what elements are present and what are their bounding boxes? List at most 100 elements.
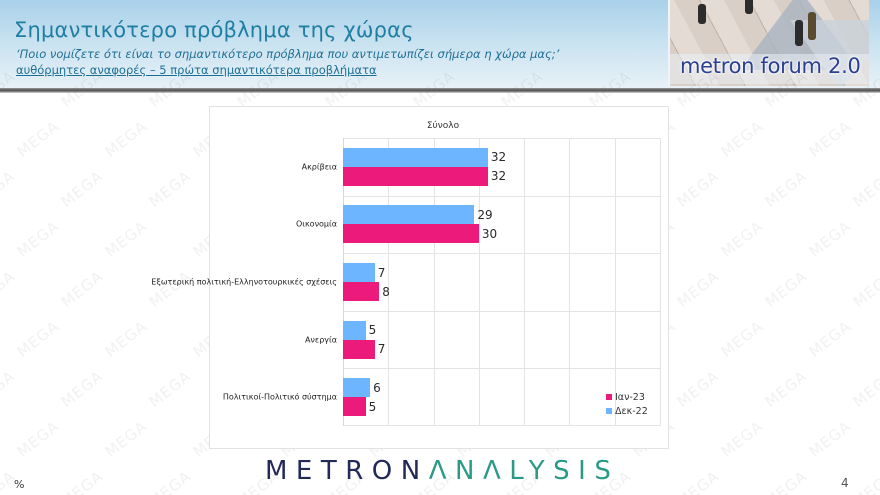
data-label: 7 <box>377 265 386 280</box>
legend-label: Ιαν-23 <box>615 391 645 403</box>
gridline-vertical <box>614 138 616 426</box>
gridline-horizontal <box>343 138 660 139</box>
watermark-text: MEGA <box>57 267 107 311</box>
category-label: Πολιτικοί-Πολιτικό σύστημα <box>222 392 337 402</box>
watermark-text: MEGA <box>717 117 767 161</box>
metron-analysis-logo: METRONΛNΛLYSIS <box>265 456 619 486</box>
watermark-text: MEGA <box>805 217 855 261</box>
bar-jan23 <box>343 282 380 301</box>
bar-dec22 <box>343 205 475 225</box>
watermark-text: MEGA <box>13 217 63 261</box>
question-note: αυθόρμητες αναφορές – 5 πρώτα σημαντικότ… <box>16 63 377 77</box>
watermark-text: MEGA <box>101 317 151 361</box>
logo-figure-icon <box>795 20 803 46</box>
gridline-horizontal <box>343 253 660 255</box>
logo-figure-icon <box>808 12 816 40</box>
legend-swatch-dec22 <box>606 408 612 414</box>
gridline-horizontal <box>343 310 660 312</box>
gridline-vertical <box>569 138 571 426</box>
watermark-text: MEGA <box>761 367 811 411</box>
category-label: Οικονομία <box>295 219 337 229</box>
question-text: ‘Ποιο νομίζετε ότι είναι το σημαντικότερ… <box>16 47 560 61</box>
watermark-text: MEGA <box>717 217 767 261</box>
logo-band <box>670 54 869 84</box>
watermark-text: MEGA <box>673 167 723 211</box>
bar-jan23 <box>343 224 479 244</box>
watermark-text: MEGA <box>145 267 195 311</box>
watermark-text: MEGA <box>673 467 723 495</box>
watermark-text: MEGA <box>761 167 811 211</box>
category-label: Εξωτερική πολιτική-Ελληνοτουρκικές σχέσε… <box>151 277 337 287</box>
watermark-text: MEGA <box>0 267 19 311</box>
watermark-text: MEGA <box>57 167 107 211</box>
metron-forum-logo: metron forum 2.0 <box>668 0 869 86</box>
watermark-text: MEGA <box>805 117 855 161</box>
watermark-text: MEGA <box>849 467 880 495</box>
data-label: 8 <box>382 284 390 299</box>
watermark-text: MEGA <box>761 267 811 311</box>
bar-jan23 <box>343 339 375 359</box>
chart-legend: Ιαν-23 Δεκ-22 <box>606 390 648 418</box>
data-label: 29 <box>477 207 493 222</box>
category-label: Ακρίβεια <box>301 162 337 172</box>
watermark-text: MEGA <box>101 417 151 461</box>
legend-item-dec22: Δεκ-22 <box>606 404 648 418</box>
watermark-text: MEGA <box>145 167 195 211</box>
legend-swatch-jan23 <box>606 394 612 400</box>
watermark-text: MEGA <box>849 367 880 411</box>
watermark-text: MEGA <box>13 117 63 161</box>
watermark-text: MEGA <box>13 317 63 361</box>
watermark-text: MEGA <box>101 117 151 161</box>
bar-dec22 <box>343 378 371 398</box>
watermark-text: MEGA <box>145 467 195 495</box>
watermark-text: MEGA <box>101 217 151 261</box>
data-label: 5 <box>368 399 377 414</box>
logo-figure-icon <box>745 0 753 14</box>
watermark-text: MEGA <box>761 467 811 495</box>
watermark-text: MEGA <box>717 317 767 361</box>
watermark-text: MEGA <box>57 467 107 495</box>
watermark-text: MEGA <box>13 417 63 461</box>
header-divider <box>0 88 880 93</box>
bar-dec22 <box>343 147 488 167</box>
watermark-text: MEGA <box>717 417 767 461</box>
data-label: 32 <box>490 150 507 165</box>
gridline-vertical <box>388 138 390 426</box>
watermark-text: MEGA <box>0 367 19 411</box>
gridline-horizontal <box>343 195 660 197</box>
watermark-text: MEGA <box>57 367 107 411</box>
watermark-text: MEGA <box>805 317 855 361</box>
watermark-text: MEGA <box>145 367 195 411</box>
bar-dec22 <box>343 263 375 282</box>
legend-item-jan23: Ιαν-23 <box>606 390 648 404</box>
gridline-horizontal <box>343 425 660 426</box>
watermark-text: MEGA <box>849 267 880 311</box>
watermark-text: MEGA <box>673 267 723 311</box>
data-label: 7 <box>377 342 386 357</box>
bar-jan23 <box>343 166 488 186</box>
gridline-vertical <box>660 138 661 426</box>
brand-text-analysis: ΛNΛLYSIS <box>428 456 620 486</box>
watermark-text: MEGA <box>849 167 880 211</box>
data-label: 32 <box>490 169 507 184</box>
data-label: 6 <box>373 380 381 395</box>
gridline-vertical <box>478 138 480 426</box>
page-title: Σημαντικότερο πρόβλημα της χώρας <box>14 18 414 42</box>
unit-label: % <box>14 478 25 491</box>
legend-label: Δεκ-22 <box>615 405 648 417</box>
plot-area: 32 32 29 30 7 8 5 7 6 5 <box>343 138 661 426</box>
forum-logo-text: metron forum 2.0 <box>680 54 861 78</box>
chart-title: Σύνολο <box>426 121 460 131</box>
watermark-text: MEGA <box>805 417 855 461</box>
brand-text-metron: METRON <box>265 456 429 486</box>
data-label: 30 <box>481 226 498 241</box>
gridline-vertical <box>524 138 526 426</box>
gridline-horizontal <box>343 368 660 370</box>
logo-figure-icon <box>698 4 706 24</box>
watermark-text: MEGA <box>673 367 723 411</box>
category-label: Ανεργία <box>304 335 337 345</box>
bar-dec22 <box>343 320 366 340</box>
watermark-text: MEGA <box>0 167 19 211</box>
data-label: 5 <box>368 323 377 338</box>
page-number: 4 <box>841 476 849 490</box>
